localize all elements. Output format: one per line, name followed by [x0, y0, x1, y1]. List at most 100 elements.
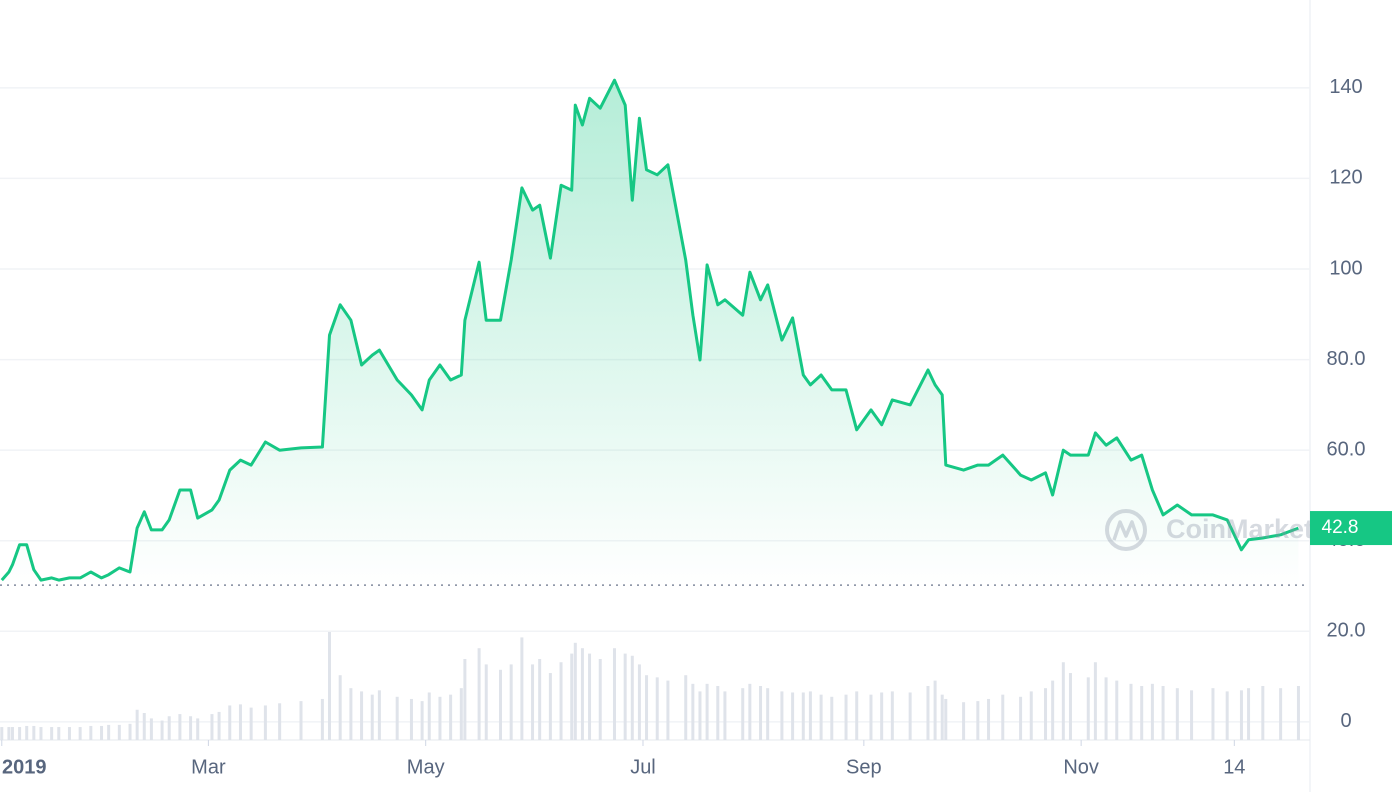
price-line: [0, 78, 1299, 582]
volume-bar: [1140, 686, 1144, 740]
volume-bar: [655, 677, 659, 740]
volume-bar: [933, 680, 937, 740]
volume-bar: [78, 727, 82, 740]
volume-bar: [880, 692, 884, 740]
volume-bar: [869, 694, 873, 740]
volume-bar: [117, 724, 121, 740]
volume-bar: [395, 696, 399, 740]
x-tick-label: Mar: [191, 756, 226, 778]
volume-bar: [135, 709, 139, 740]
volume-bar: [160, 720, 164, 740]
x-tick-label: Sep: [846, 756, 882, 778]
volume-bar: [1019, 696, 1023, 740]
volume-bar: [1247, 688, 1251, 740]
volume-bar: [128, 723, 132, 740]
volume-bar: [1051, 680, 1055, 740]
watermark-logo: [1105, 509, 1147, 551]
volume-bar: [759, 686, 763, 740]
volume-bar: [463, 659, 467, 740]
volume-bar: [1029, 691, 1033, 740]
volume-bar: [598, 659, 602, 740]
volume-bar: [1104, 677, 1108, 740]
volume-bar: [409, 698, 413, 740]
volume-bar: [484, 664, 488, 740]
volume-bar: [10, 727, 14, 740]
volume-bar: [645, 675, 649, 740]
volume-bar: [698, 691, 702, 740]
volume-bar: [338, 675, 342, 740]
volume-bars: [0, 632, 1300, 740]
volume-bar: [438, 696, 442, 740]
volume-bar: [217, 711, 221, 740]
volume-bar: [1296, 686, 1300, 740]
volume-bar: [1211, 688, 1215, 740]
volume-bar: [1086, 677, 1090, 740]
volume-bar: [299, 701, 303, 740]
volume-bar: [987, 698, 991, 740]
volume-bar: [1150, 683, 1154, 740]
volume-bar: [167, 716, 171, 740]
volume-bar: [612, 648, 616, 740]
volume-bar: [705, 683, 709, 740]
volume-bar: [142, 713, 146, 740]
volume-bar: [1115, 680, 1119, 740]
volume-bar: [18, 727, 22, 740]
volume-bar: [228, 705, 232, 740]
volume-bar: [178, 714, 182, 740]
volume-bar: [278, 703, 282, 740]
volume-bar: [263, 705, 267, 740]
volume-bar: [1044, 688, 1048, 740]
y-tick-label: 80.0: [1327, 348, 1366, 370]
volume-bar: [1061, 662, 1065, 740]
volume-bar: [149, 718, 153, 740]
volume-bar: [844, 694, 848, 740]
volume-bar: [1068, 673, 1072, 740]
volume-bar: [976, 701, 980, 740]
volume-bar: [538, 659, 542, 740]
volume-bar: [459, 688, 463, 740]
volume-bar: [1261, 686, 1265, 740]
volume-bar: [89, 725, 93, 740]
y-tick-label: 60.0: [1327, 438, 1366, 460]
volume-bar: [801, 692, 805, 740]
volume-bar: [666, 680, 670, 740]
volume-bar: [420, 701, 424, 740]
volume-bar: [249, 707, 253, 740]
volume-bar: [570, 653, 574, 740]
x-tick-label: 14: [1223, 756, 1245, 778]
volume-bar: [780, 691, 784, 740]
volume-bar: [623, 653, 627, 740]
volume-bar: [100, 725, 104, 740]
volume-bar: [559, 662, 563, 740]
volume-bar: [32, 725, 36, 740]
volume-bar: [50, 727, 54, 740]
volume-bar: [520, 637, 524, 740]
volume-bar: [498, 669, 502, 740]
volume-bar: [573, 642, 577, 740]
volume-bar: [377, 690, 381, 740]
volume-bar: [39, 727, 43, 740]
volume-bar: [1279, 688, 1283, 740]
volume-bar: [320, 698, 324, 740]
volume-bar: [890, 691, 894, 740]
volume-bar: [349, 688, 353, 740]
watermark-logo-mark: [1112, 520, 1140, 541]
y-tick-label: 120: [1329, 167, 1362, 189]
volume-bar: [741, 688, 745, 740]
volume-bar: [196, 718, 200, 740]
volume-bar: [370, 694, 374, 740]
volume-bar: [449, 694, 453, 740]
price-area: [1, 80, 1299, 586]
volume-bar: [630, 655, 634, 740]
volume-bar: [427, 692, 431, 740]
volume-bar: [926, 686, 930, 740]
volume-bar: [691, 683, 695, 740]
volume-bar: [509, 664, 513, 740]
volume-bar: [855, 691, 859, 740]
volume-bar: [962, 702, 966, 740]
volume-bar: [107, 724, 111, 740]
volume-bar: [580, 648, 584, 740]
x-tick-label: Nov: [1063, 756, 1099, 778]
volume-bar: [819, 694, 823, 740]
